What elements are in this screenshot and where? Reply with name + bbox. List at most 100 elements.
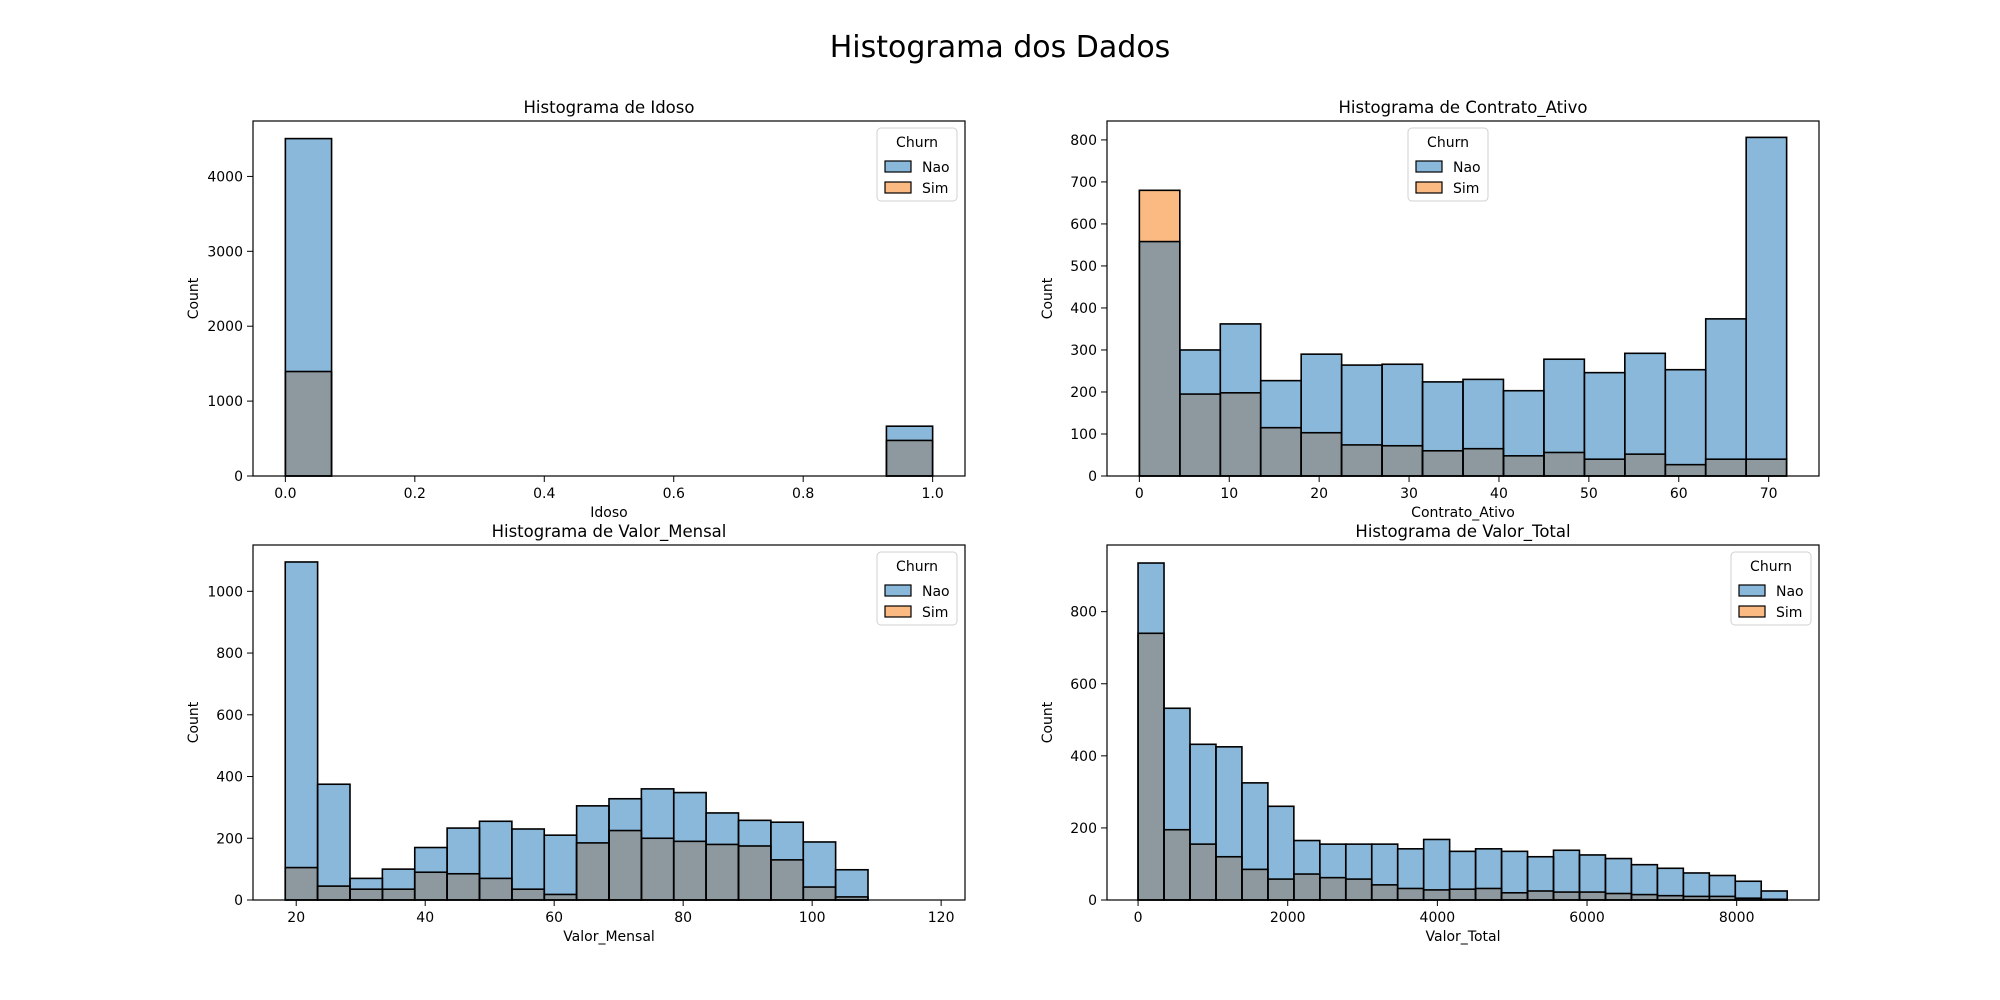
- x-tick-label: 60: [1670, 486, 1688, 502]
- x-tick-label: 0: [1135, 486, 1144, 502]
- x-tick-label: 100: [799, 910, 826, 926]
- axes-frame: [252, 544, 966, 901]
- bar-overlap: [1657, 895, 1684, 900]
- x-tick-label: 1.0: [922, 486, 944, 502]
- bar-overlap: [1624, 454, 1666, 476]
- y-tick-label: 0: [234, 469, 243, 485]
- x-tick-label: 0.8: [792, 486, 814, 502]
- bar-overlap: [609, 830, 642, 900]
- bar-overlap: [1215, 856, 1242, 900]
- legend-swatch-sim: [1738, 605, 1766, 618]
- y-tick-label: 200: [216, 831, 243, 847]
- bar-overlap: [1241, 869, 1268, 900]
- bar-overlap: [1397, 888, 1424, 900]
- bar-nao: [317, 784, 350, 900]
- y-axis-label: Count: [186, 701, 202, 743]
- bar-overlap: [285, 371, 332, 476]
- bar-nao: [1705, 318, 1747, 476]
- bar-overlap: [447, 873, 480, 900]
- bar-nao: [835, 869, 869, 900]
- bar-overlap: [886, 440, 933, 476]
- legend-entry: Sim: [922, 181, 948, 197]
- legend-swatch-nao: [884, 160, 912, 173]
- bar-overlap: [1139, 241, 1180, 476]
- y-tick-label: 0: [1088, 893, 1097, 909]
- bar-overlap: [1449, 889, 1476, 900]
- bar-nao: [1501, 851, 1528, 900]
- x-axis-label: Valor_Total: [1426, 929, 1501, 945]
- bar-overlap: [511, 889, 545, 900]
- bar-overlap: [1382, 445, 1423, 476]
- bar-overlap: [1631, 894, 1658, 900]
- legend-entry: Sim: [922, 605, 948, 621]
- bar-overlap: [1220, 392, 1261, 476]
- x-tick-label: 8000: [1719, 910, 1755, 926]
- bar-overlap: [770, 859, 804, 900]
- y-tick-label: 500: [1070, 259, 1097, 275]
- bar-overlap: [835, 896, 869, 900]
- y-tick-label: 400: [216, 770, 243, 786]
- x-axis-label: Idoso: [590, 505, 627, 521]
- bar-nao: [1735, 881, 1762, 900]
- bar-nao: [1761, 890, 1788, 900]
- y-tick-label: 400: [1070, 301, 1097, 317]
- bar-overlap: [1422, 450, 1463, 476]
- x-tick-label: 0.0: [274, 486, 296, 502]
- x-tick-label: 70: [1760, 486, 1778, 502]
- legend-title: Churn: [896, 559, 938, 575]
- legend-swatch-sim: [1415, 181, 1443, 194]
- subplot-title: Histograma de Idoso: [524, 98, 695, 117]
- bar-overlap: [1293, 874, 1320, 900]
- bar-overlap: [1319, 877, 1346, 900]
- bar-overlap: [1179, 394, 1221, 476]
- bar-overlap: [1138, 633, 1165, 900]
- x-tick-label: 30: [1400, 486, 1418, 502]
- y-tick-label: 200: [1070, 821, 1097, 837]
- bar-overlap: [1341, 444, 1383, 476]
- bar-overlap: [349, 889, 383, 900]
- bar-nao: [1746, 137, 1787, 476]
- axes-frame: [1106, 120, 1820, 477]
- legend-entry: Nao: [1776, 584, 1804, 600]
- bar-overlap: [1746, 459, 1787, 476]
- legend: Churn Nao Sim: [876, 127, 958, 202]
- axes-frame: [252, 120, 966, 477]
- legend-entry: Nao: [1453, 160, 1481, 176]
- y-tick-label: 800: [216, 646, 243, 662]
- bar-overlap: [317, 886, 350, 900]
- x-tick-label: 0: [1134, 910, 1143, 926]
- x-tick-label: 0.2: [404, 486, 426, 502]
- y-tick-label: 3000: [207, 244, 243, 260]
- bar-overlap: [1579, 892, 1606, 900]
- bar-overlap: [1665, 464, 1706, 476]
- histogram-idoso: 0.0 0.2 0.4 0.6 0.8 1.0 0 1000 2000 3000 4000 Histo…: [186, 98, 966, 521]
- x-tick-label: 80: [674, 910, 692, 926]
- y-tick-label: 600: [1070, 217, 1097, 233]
- bar-nao: [511, 829, 545, 900]
- y-tick-label: 200: [1070, 385, 1097, 401]
- bar-overlap: [738, 845, 771, 900]
- bar-overlap: [706, 844, 739, 900]
- figure-title: Histograma dos Dados: [829, 30, 1171, 65]
- bar-overlap: [641, 838, 674, 900]
- legend: Churn Nao Sim: [1730, 551, 1812, 626]
- bar-overlap: [1709, 896, 1736, 900]
- bar-overlap: [1553, 892, 1580, 900]
- y-tick-label: 0: [1088, 469, 1097, 485]
- bar-overlap: [1423, 889, 1450, 900]
- y-tick-label: 100: [1070, 427, 1097, 443]
- bar-overlap: [1584, 459, 1625, 476]
- bar-overlap: [479, 878, 512, 900]
- x-tick-label: 6000: [1569, 910, 1605, 926]
- bar-overlap: [1189, 844, 1216, 900]
- bar-overlap: [1683, 896, 1710, 900]
- y-axis-label: Count: [1040, 701, 1056, 743]
- legend: Churn Nao Sim: [876, 551, 958, 626]
- bar-overlap: [1267, 879, 1294, 900]
- legend: Churn Nao Sim: [1407, 127, 1489, 202]
- x-tick-label: 60: [545, 910, 563, 926]
- y-tick-label: 0: [234, 893, 243, 909]
- legend-title: Churn: [896, 135, 938, 151]
- legend-swatch-sim: [884, 605, 912, 618]
